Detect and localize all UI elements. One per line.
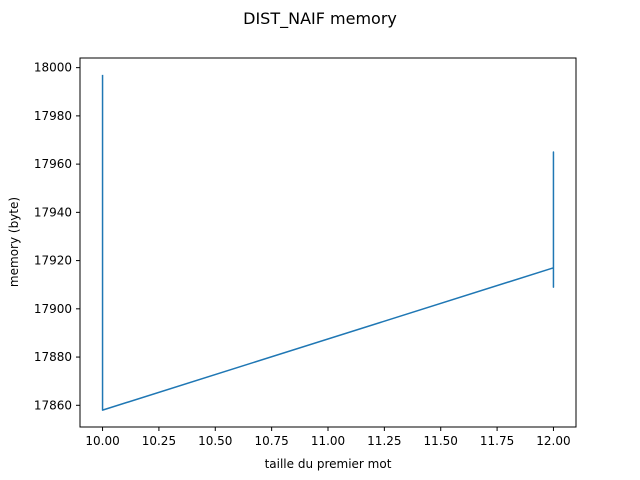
x-tick-label: 12.00 [536, 434, 570, 448]
y-tick-label: 18000 [34, 61, 72, 75]
x-tick-label: 10.75 [254, 434, 288, 448]
series-line [101, 74, 555, 411]
y-axis: 17860 17880 17900 17920 17940 17960 17980 18000 [34, 61, 80, 412]
series-layer [101, 74, 555, 411]
y-axis-label: memory (byte) [7, 197, 21, 287]
y-tick-label: 17900 [34, 302, 72, 316]
plot-frame [79, 57, 577, 428]
y-tick-label: 17940 [34, 205, 72, 219]
x-tick-label: 11.00 [311, 434, 345, 448]
y-tick-label: 17980 [34, 109, 72, 123]
x-tick-label: 10.50 [198, 434, 232, 448]
x-tick-label: 11.50 [424, 434, 458, 448]
x-tick-label: 11.25 [367, 434, 401, 448]
chart-title: DIST_NAIF memory [243, 9, 397, 29]
y-tick-label: 17920 [34, 254, 72, 268]
y-tick-label: 17960 [34, 157, 72, 171]
x-axis: 10.00 10.25 10.50 10.75 11.00 11.25 11.50 11.75… [85, 427, 571, 448]
y-tick-label: 17880 [34, 350, 72, 364]
x-tick-label: 10.00 [85, 434, 119, 448]
x-axis-label: taille du premier mot [265, 457, 392, 471]
x-tick-label: 10.25 [142, 434, 176, 448]
y-tick-label: 17860 [34, 398, 72, 412]
x-tick-label: 11.75 [480, 434, 514, 448]
